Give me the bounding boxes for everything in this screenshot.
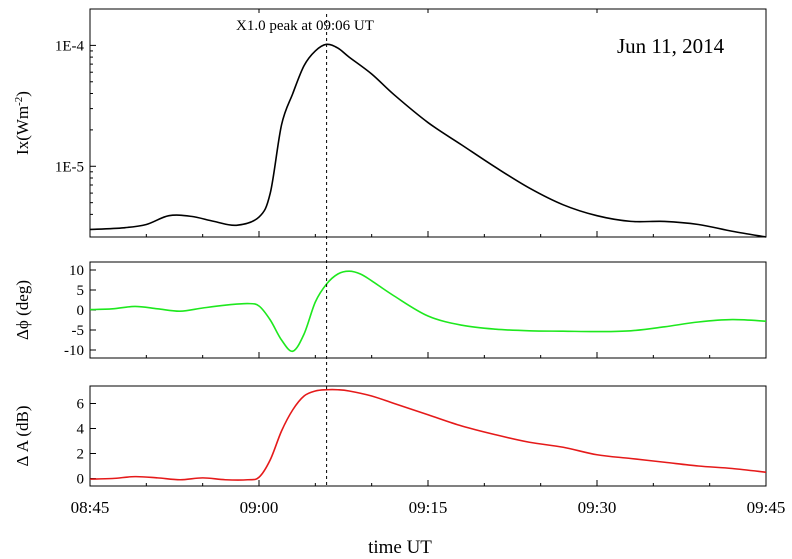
x-axis-label: time UT bbox=[368, 537, 432, 558]
amplitude-y-tick-label: 0 bbox=[77, 472, 85, 488]
amplitude-series-line bbox=[89, 388, 767, 481]
date-label: Jun 11, 2014 bbox=[617, 34, 725, 58]
x-tick-labels: 08:45 09:00 09:15 09:30 09:45 bbox=[71, 498, 786, 517]
phase-y-tick-label: 5 bbox=[77, 283, 85, 299]
data-series bbox=[89, 43, 767, 481]
x-tick-label: 09:15 bbox=[409, 498, 448, 517]
amplitude-y-tick-label: 2 bbox=[77, 447, 85, 463]
phase-y-tick-label: -5 bbox=[72, 323, 85, 339]
phase-y-tick-label: 10 bbox=[69, 263, 84, 279]
x-tick-label: 09:00 bbox=[240, 498, 279, 517]
peak-annotation: X1.0 peak at 09:06 UT bbox=[236, 18, 374, 34]
phase-y-tick-label: -10 bbox=[64, 343, 84, 359]
phase-y-tick-label: 0 bbox=[77, 303, 85, 319]
amplitude-panel-frame bbox=[89, 385, 767, 487]
x-tick-label: 09:30 bbox=[578, 498, 617, 517]
y-ticks: 1E-5 1E-4 10 5 0 -5 -10 6 4 2 0 bbox=[55, 38, 96, 488]
xray-series-line bbox=[89, 43, 767, 238]
xray-y-tick-label: 1E-5 bbox=[55, 159, 84, 175]
amplitude-ylabel: Δ A (dB) bbox=[13, 406, 32, 467]
xray-y-tick-label: 1E-4 bbox=[55, 38, 85, 54]
x-minor-ticks bbox=[89, 9, 767, 486]
x-tick-label: 09:45 bbox=[747, 498, 786, 517]
xray-ylabel: Ix(Wm-2) bbox=[13, 91, 32, 155]
amplitude-y-tick-label: 6 bbox=[77, 397, 85, 413]
amplitude-y-tick-label: 4 bbox=[77, 422, 85, 438]
phase-ylabel: Δϕ (deg) bbox=[13, 280, 32, 340]
x-tick-label: 08:45 bbox=[71, 498, 110, 517]
phase-series-line bbox=[89, 270, 767, 353]
